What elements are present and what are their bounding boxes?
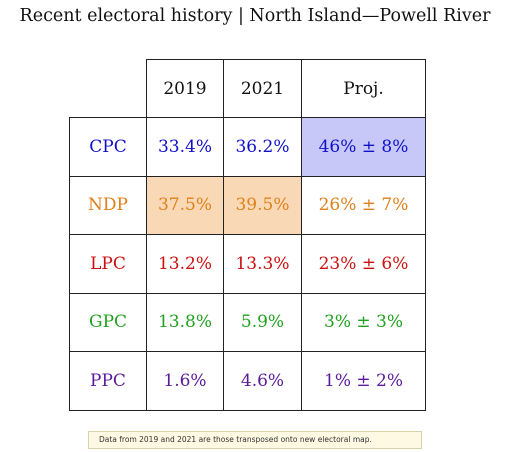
- value-cell-2019: 13.2%: [146, 234, 224, 294]
- party-label: GPC: [69, 292, 147, 352]
- party-label: PPC: [69, 351, 147, 411]
- electoral-history-table: 2019 2021 Proj. CPC 33.4% 36.2% 46% ± 8% NDP…: [69, 59, 426, 411]
- value-cell-projection: 46% ± 8%: [301, 117, 426, 177]
- party-label: LPC: [69, 234, 147, 294]
- party-label: CPC: [69, 117, 147, 177]
- chart-title: Recent electoral history | North Island—…: [19, 6, 491, 26]
- value-cell-projection: 23% ± 6%: [301, 234, 426, 294]
- party-row-gpc: GPC 13.8% 5.9% 3% ± 3%: [69, 292, 426, 352]
- value-cell-2021: 5.9%: [223, 292, 302, 352]
- corner-cell: [70, 60, 147, 118]
- value-cell-2021: 13.3%: [223, 234, 302, 294]
- value-cell-2021: 4.6%: [223, 351, 302, 411]
- party-label: NDP: [69, 175, 147, 235]
- value-cell-projection: 3% ± 3%: [301, 292, 426, 352]
- value-cell-2019: 1.6%: [146, 351, 224, 411]
- value-cell-projection: 1% ± 2%: [301, 351, 426, 411]
- value-cell-2019: 13.8%: [146, 292, 224, 352]
- data-note: Data from 2019 and 2021 are those transp…: [88, 431, 422, 449]
- party-row-cpc: CPC 33.4% 36.2% 46% ± 8%: [69, 117, 426, 177]
- value-cell-2021: 39.5%: [223, 175, 302, 235]
- value-cell-projection: 26% ± 7%: [301, 175, 426, 235]
- value-cell-2019: 37.5%: [146, 175, 224, 235]
- column-header-2021: 2021: [223, 59, 302, 118]
- party-row-ppc: PPC 1.6% 4.6% 1% ± 2%: [69, 351, 426, 411]
- value-cell-2021: 36.2%: [223, 117, 302, 177]
- value-cell-2019: 33.4%: [146, 117, 224, 177]
- party-row-lpc: LPC 13.2% 13.3% 23% ± 6%: [69, 234, 426, 294]
- party-row-ndp: NDP 37.5% 39.5% 26% ± 7%: [69, 175, 426, 235]
- column-header-2019: 2019: [146, 59, 224, 118]
- header-row: 2019 2021 Proj.: [70, 59, 426, 118]
- column-header-projection: Proj.: [301, 59, 426, 118]
